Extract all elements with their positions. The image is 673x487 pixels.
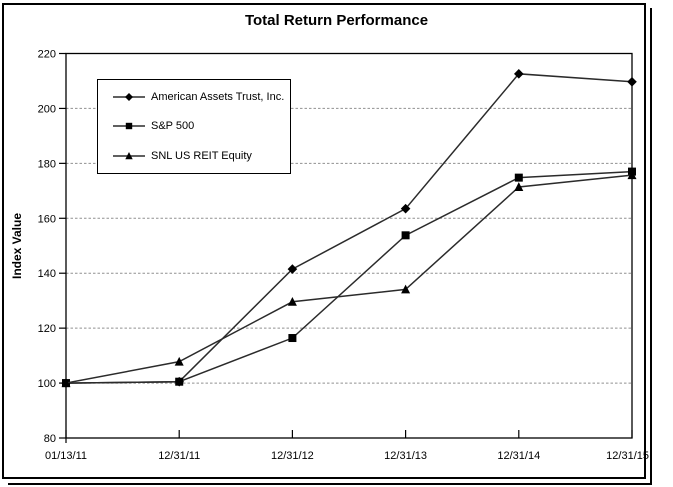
series-snl-us-reit-equity xyxy=(61,170,637,388)
marker-triangle xyxy=(125,152,133,160)
marker-diamond xyxy=(400,203,411,214)
legend-label: American Assets Trust, Inc. xyxy=(151,90,285,103)
x-tick-label: 12/31/11 xyxy=(158,450,200,462)
marker-square xyxy=(288,334,297,343)
y-tick-label: 200 xyxy=(38,103,56,115)
marker-triangle xyxy=(627,170,637,180)
legend: American Assets Trust, Inc. S&P 500 SNL US… xyxy=(97,79,291,174)
marker-diamond xyxy=(627,76,637,87)
marker-triangle xyxy=(401,284,411,294)
marker-square xyxy=(514,173,523,182)
y-axis-title: Index Value xyxy=(10,213,24,279)
chart-frame-border xyxy=(2,3,646,479)
x-tick-label: 12/31/14 xyxy=(497,450,540,462)
y-tick-label: 140 xyxy=(38,268,56,280)
series-line-s-p-500 xyxy=(65,170,633,384)
legend-triangle-icon xyxy=(113,152,145,160)
legend-item-s-p-500: S&P 500 xyxy=(113,120,290,132)
legend-item-snl-us-reit-equity: SNL US REIT Equity xyxy=(113,150,290,162)
marker-square xyxy=(175,377,184,386)
y-tick-label: 180 xyxy=(38,158,56,170)
marker-diamond xyxy=(125,92,133,101)
y-tick-label: 80 xyxy=(44,433,56,445)
x-tick-label: 01/13/11 xyxy=(45,450,87,462)
x-tick-label: 12/31/13 xyxy=(384,450,427,462)
legend-label: S&P 500 xyxy=(151,120,195,133)
legend-item-american-assets-trust-inc: American Assets Trust, Inc. xyxy=(113,91,290,103)
marker-triangle xyxy=(514,182,524,191)
marker-diamond xyxy=(287,264,298,274)
x-tick-label: 12/31/15 xyxy=(606,450,649,462)
chart-title: Total Return Performance xyxy=(244,12,429,29)
frame-shadow-right xyxy=(650,8,652,485)
legend-square-icon xyxy=(113,123,145,130)
marker-triangle xyxy=(174,356,184,366)
y-tick-label: 120 xyxy=(38,323,56,335)
x-tick-label: 12/31/12 xyxy=(271,450,314,462)
series-s-p-500 xyxy=(62,167,636,388)
frame-shadow-bottom xyxy=(8,483,652,485)
marker-square xyxy=(401,231,410,240)
legend-diamond-icon xyxy=(113,92,145,101)
marker-square xyxy=(125,123,133,130)
plot-border xyxy=(65,52,633,439)
marker-diamond xyxy=(514,69,524,79)
marker-triangle xyxy=(61,378,71,388)
y-tick-label: 100 xyxy=(38,378,56,390)
y-tick-label: 160 xyxy=(38,213,56,225)
y-tick-label: 220 xyxy=(38,49,56,61)
marker-triangle xyxy=(287,296,297,306)
series-line-snl-us-reit-equity xyxy=(65,174,633,384)
legend-label: SNL US REIT Equity xyxy=(151,150,252,163)
